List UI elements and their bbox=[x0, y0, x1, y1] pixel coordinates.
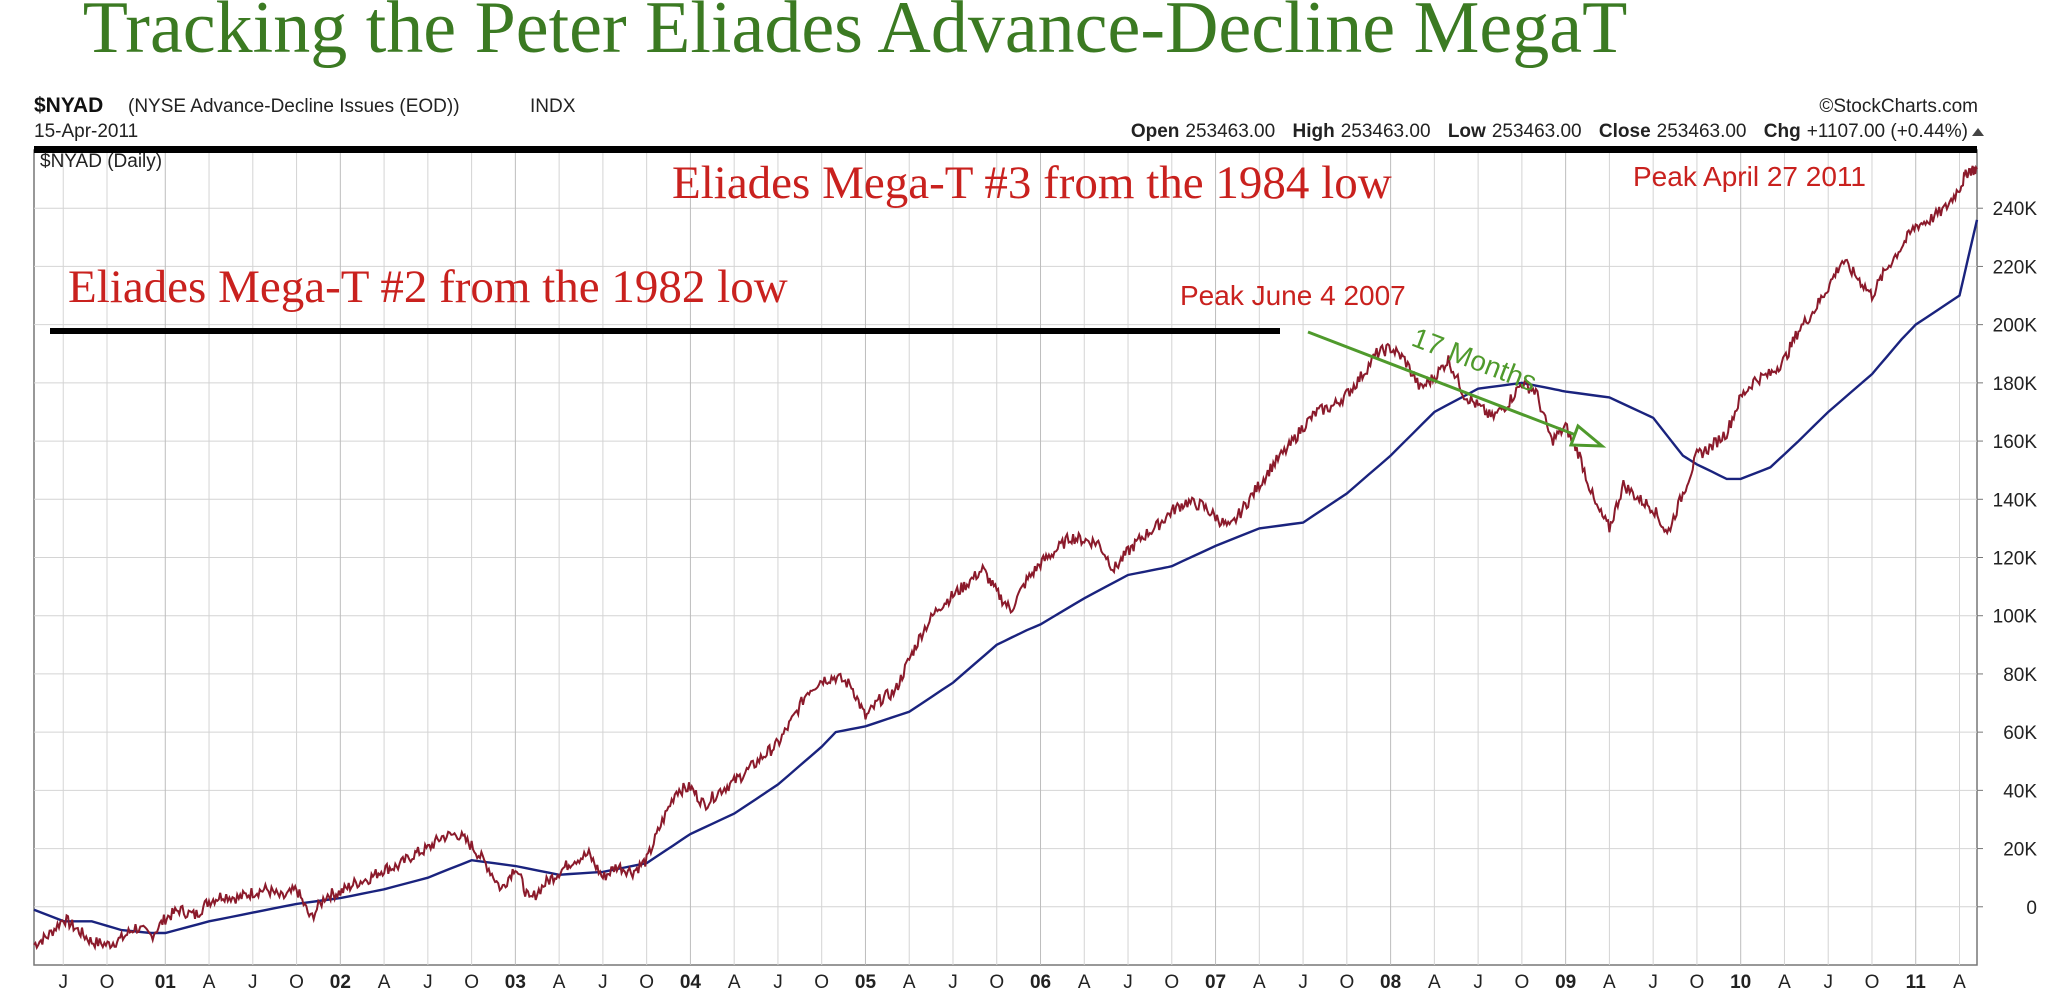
open-value: 253463.00 bbox=[1185, 121, 1275, 142]
panel-label: $NYAD (Daily) bbox=[40, 151, 162, 172]
x-tick-month-label: J bbox=[423, 972, 433, 993]
annotation-peak-2007: Peak June 4 2007 bbox=[1180, 280, 1406, 311]
x-tick-month-label: A bbox=[203, 972, 216, 993]
header-symbol: $NYAD bbox=[34, 94, 103, 117]
y-tick-label: 0 bbox=[2026, 898, 2037, 919]
grid bbox=[34, 150, 1977, 965]
chg-label: Chg bbox=[1764, 121, 1801, 142]
header-exchange: INDX bbox=[530, 96, 576, 117]
y-tick-label: 220K bbox=[1993, 257, 2038, 278]
symbol-text: $NYAD bbox=[34, 94, 103, 117]
x-axis: J O 01 A J O 02 A J O 03 A J O 04 A J O 05 A J O 06 A J O 07 A J O 08 A… bbox=[58, 972, 1966, 993]
mega-t-2-bar bbox=[50, 328, 1280, 334]
x-tick-month-label: J bbox=[948, 972, 958, 993]
x-tick-month-label: O bbox=[1514, 972, 1529, 993]
x-tick-month-label: A bbox=[378, 972, 391, 993]
x-tick-year-label: 11 bbox=[1906, 972, 1927, 993]
x-tick-month-label: O bbox=[1865, 972, 1880, 993]
x-tick-year-label: 04 bbox=[680, 972, 702, 993]
slide-title: Tracking the Peter Eliades Advance-Decli… bbox=[82, 0, 1628, 69]
x-tick-month-label: J bbox=[248, 972, 258, 993]
moving-average-line bbox=[33, 219, 1979, 935]
annotation-mega-t-3: Eliades Mega-T #3 from the 1984 low bbox=[672, 157, 1392, 209]
x-tick-month-label: J bbox=[58, 972, 68, 993]
y-tick-label: 200K bbox=[1993, 316, 2038, 337]
x-tick-month-label: A bbox=[903, 972, 916, 993]
high-label: High bbox=[1292, 121, 1334, 142]
x-tick-year-label: 06 bbox=[1030, 972, 1051, 993]
close-label: Close bbox=[1599, 121, 1651, 142]
x-tick-year-label: 10 bbox=[1730, 972, 1751, 993]
x-tick-month-label: O bbox=[289, 972, 304, 993]
x-tick-year-label: 07 bbox=[1205, 972, 1226, 993]
x-tick-month-label: A bbox=[1953, 972, 1966, 993]
price-line bbox=[33, 164, 1978, 951]
y-tick-label: 100K bbox=[1993, 607, 2038, 628]
x-tick-month-label: O bbox=[1339, 972, 1354, 993]
x-tick-month-label: O bbox=[639, 972, 654, 993]
y-tick-label: 20K bbox=[2003, 840, 2037, 861]
x-tick-month-label: A bbox=[553, 972, 566, 993]
x-tick-year-label: 09 bbox=[1555, 972, 1576, 993]
y-tick-label: 160K bbox=[1993, 432, 2038, 453]
x-tick-month-label: A bbox=[1253, 972, 1266, 993]
x-tick-year-label: 08 bbox=[1380, 972, 1401, 993]
chg-value: +1107.00 (+0.44%) bbox=[1807, 121, 1968, 142]
annotation-mega-t-2: Eliades Mega-T #2 from the 1982 low bbox=[68, 261, 788, 313]
x-tick-month-label: O bbox=[100, 972, 115, 993]
low-label: Low bbox=[1448, 121, 1486, 142]
up-arrow-icon bbox=[1972, 128, 1984, 136]
x-tick-month-label: A bbox=[1603, 972, 1616, 993]
y-tick-label: 120K bbox=[1993, 549, 2038, 570]
x-tick-month-label: J bbox=[1473, 972, 1483, 993]
open-label: Open bbox=[1131, 121, 1180, 142]
x-tick-month-label: J bbox=[1298, 972, 1308, 993]
x-tick-month-label: J bbox=[1123, 972, 1133, 993]
y-tick-label: 60K bbox=[2003, 723, 2037, 744]
y-tick-label: 240K bbox=[1993, 199, 2038, 220]
x-tick-month-label: J bbox=[1648, 972, 1658, 993]
x-tick-month-label: J bbox=[598, 972, 608, 993]
x-tick-month-label: O bbox=[1690, 972, 1705, 993]
close-value: 253463.00 bbox=[1657, 121, 1747, 142]
x-tick-month-label: J bbox=[1823, 972, 1833, 993]
x-tick-month-label: A bbox=[1778, 972, 1791, 993]
header-description: (NYSE Advance-Decline Issues (EOD)) bbox=[128, 96, 460, 117]
x-tick-year-label: 02 bbox=[330, 972, 351, 993]
y-tick-label: 40K bbox=[2003, 781, 2037, 802]
months-arrow-line bbox=[1307, 330, 1595, 444]
months-arrow-head-icon bbox=[1568, 423, 1607, 448]
y-tick-label: 80K bbox=[2003, 665, 2037, 686]
x-tick-month-label: J bbox=[773, 972, 783, 993]
x-tick-month-label: O bbox=[464, 972, 479, 993]
annotation-peak-2011: Peak April 27 2011 bbox=[1633, 161, 1866, 192]
y-axis: 0 20K 40K 60K 80K 100K 120K 140K 160K 180K 200K 220… bbox=[1977, 199, 2037, 919]
x-tick-year-label: 05 bbox=[855, 972, 877, 993]
x-tick-year-label: 03 bbox=[505, 972, 526, 993]
x-tick-month-label: O bbox=[814, 972, 829, 993]
x-tick-year-label: 01 bbox=[155, 972, 177, 993]
high-value: 253463.00 bbox=[1341, 121, 1431, 142]
y-tick-label: 140K bbox=[1993, 490, 2038, 511]
x-tick-month-label: A bbox=[728, 972, 741, 993]
top-black-bar bbox=[34, 146, 1977, 153]
low-value: 253463.00 bbox=[1492, 121, 1582, 142]
x-tick-month-label: O bbox=[989, 972, 1004, 993]
x-tick-month-label: A bbox=[1078, 972, 1091, 993]
y-tick-label: 180K bbox=[1993, 374, 2038, 395]
ohlc-readout: Open 253463.00 High 253463.00 Low 253463.00… bbox=[1131, 121, 1968, 142]
header-date: 15-Apr-2011 bbox=[34, 121, 138, 142]
copyright: ©StockCharts.com bbox=[1819, 96, 1978, 117]
x-tick-month-label: O bbox=[1164, 972, 1179, 993]
x-tick-month-label: A bbox=[1428, 972, 1441, 993]
